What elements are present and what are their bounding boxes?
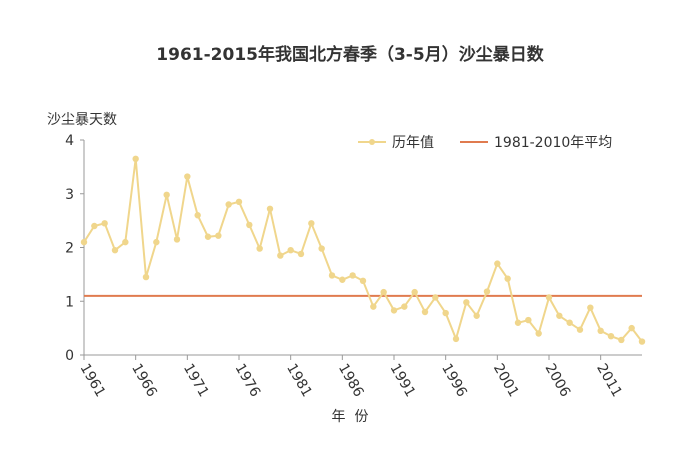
annual-data-point <box>287 246 294 254</box>
annual-data-point <box>576 326 584 333</box>
x-tick-label: 2001 <box>490 361 522 400</box>
x-tick-label: 2011 <box>593 361 625 400</box>
annual-data-point <box>514 319 522 326</box>
annual-data-point <box>173 236 181 243</box>
annual-data-point <box>452 335 460 343</box>
x-tick-label: 1966 <box>128 361 160 400</box>
annual-data-point <box>328 272 336 279</box>
annual-data-point <box>442 309 449 317</box>
annual-data-point <box>225 201 232 208</box>
annual-data-point <box>163 191 170 199</box>
annual-data-point <box>638 338 646 345</box>
annual-data-point <box>204 233 212 240</box>
y-tick-label: 0 <box>65 348 74 364</box>
annual-data-point <box>256 245 263 252</box>
annual-data-point <box>297 250 305 258</box>
x-tick-label: 1986 <box>335 361 367 400</box>
annual-data-point <box>504 275 511 282</box>
y-tick-label: 1 <box>65 294 74 310</box>
y-tick-label: 2 <box>65 241 74 257</box>
annual-data-point <box>432 294 439 301</box>
annual-data-point <box>111 246 119 254</box>
annual-data-point <box>473 312 480 319</box>
annual-data-point <box>401 303 408 310</box>
annual-data-point <box>80 238 88 246</box>
annual-data-point <box>246 221 253 229</box>
y-axis-label: 沙尘暴天数 <box>47 112 117 128</box>
x-axis-label: 年 份 <box>332 409 369 425</box>
y-ticks: 0 1 2 3 4 <box>65 133 84 364</box>
annual-data-point <box>618 336 625 344</box>
annual-data-point <box>132 155 139 163</box>
annual-data-point <box>566 319 573 326</box>
annual-data-point <box>535 330 542 337</box>
legend-label-average: 1981-2010年平均 <box>494 135 612 151</box>
annual-data-point <box>359 277 367 285</box>
y-tick-label: 4 <box>65 133 74 149</box>
annual-data-point <box>421 308 429 316</box>
legend-marker-annual <box>369 139 375 145</box>
annual-data-point <box>463 299 470 306</box>
annual-data-point <box>545 294 553 301</box>
legend-label-annual: 历年值 <box>392 135 434 151</box>
x-tick-label: 2006 <box>542 361 574 400</box>
x-ticks: 1961 1966 1971 1976 1981 1986 1991 1996 2001 2006… <box>77 355 625 400</box>
x-tick-label: 1996 <box>438 361 470 400</box>
x-tick-label: 1961 <box>77 361 109 400</box>
annual-data-point <box>142 273 150 281</box>
annual-data-point <box>494 260 501 267</box>
annual-data-point <box>91 222 98 230</box>
annual-data-point <box>318 245 325 252</box>
annual-data-point <box>390 307 398 314</box>
annual-data-point <box>194 212 201 219</box>
annual-data-point <box>349 272 356 279</box>
annual-data-point <box>153 238 160 246</box>
series-layer <box>80 155 646 345</box>
legend: 历年值 1981-2010年平均 <box>358 135 612 151</box>
annual-data-point <box>122 238 129 246</box>
y-tick-label: 3 <box>65 187 74 203</box>
x-tick-label: 1976 <box>232 361 264 400</box>
annual-data-point <box>339 276 346 283</box>
annual-data-point <box>380 288 387 296</box>
x-tick-label: 1981 <box>283 361 315 400</box>
annual-data-point <box>101 220 108 227</box>
annual-data-point <box>184 173 191 180</box>
annual-data-point <box>483 288 491 295</box>
annual-data-point <box>597 327 604 335</box>
x-tick-label: 1991 <box>387 361 419 400</box>
annual-data-point <box>411 288 418 296</box>
annual-data-point <box>215 232 222 239</box>
annual-data-point <box>628 324 635 332</box>
annual-data-point <box>308 220 315 227</box>
annual-data-point <box>235 198 243 206</box>
annual-data-point <box>277 252 284 259</box>
annual-data-point <box>525 316 532 324</box>
annual-data-point <box>370 303 377 310</box>
x-tick-label: 1971 <box>180 361 212 400</box>
chart-title: 1961-2015年我国北方春季（3-5月）沙尘暴日数 <box>156 44 544 65</box>
annual-data-point <box>607 332 615 340</box>
annual-data-point <box>556 312 563 319</box>
annual-data-point <box>266 205 274 212</box>
annual-data-point <box>587 304 594 311</box>
